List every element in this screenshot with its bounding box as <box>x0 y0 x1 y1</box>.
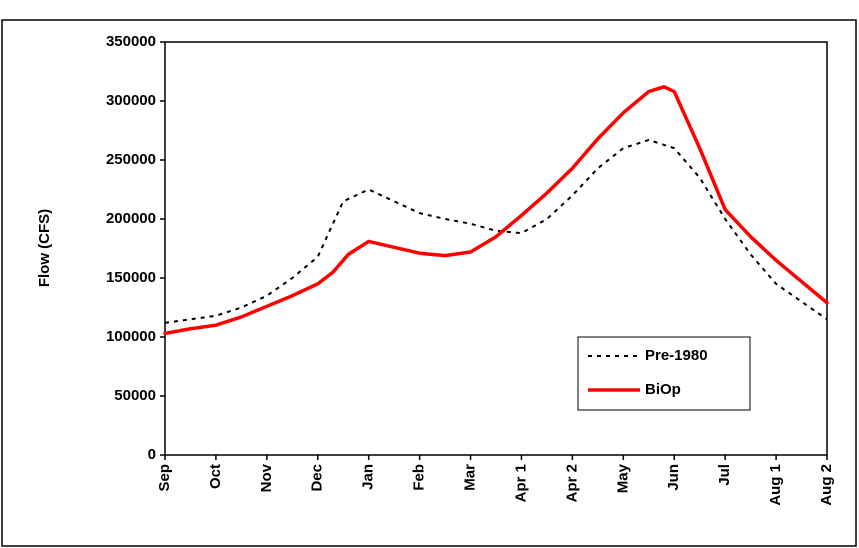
y-tick-label: 50000 <box>114 387 156 404</box>
legend-label: Pre-1980 <box>645 347 708 364</box>
legend <box>577 336 751 411</box>
x-tick-label: Sep <box>156 464 173 492</box>
y-tick-label: 150000 <box>106 269 156 286</box>
x-tick-label: Jun <box>665 464 682 491</box>
x-tick-label: Feb <box>411 464 428 491</box>
x-tick-label: Aug 2 <box>818 464 835 506</box>
x-tick-label: May <box>614 463 631 493</box>
y-tick-label: 100000 <box>106 328 156 345</box>
y-tick-label: 250000 <box>106 151 156 168</box>
legend-label: BiOp <box>645 381 681 398</box>
series-line <box>164 138 828 324</box>
x-tick-label: Jul <box>716 464 733 486</box>
y-tick-label: 200000 <box>106 210 156 227</box>
x-tick-label: Oct <box>207 464 224 489</box>
y-tick-label: 300000 <box>106 92 156 109</box>
x-tick-label: Nov <box>258 463 275 492</box>
x-tick-label: Apr 2 <box>563 464 580 502</box>
chart-border <box>1 19 857 547</box>
x-tick-label: Dec <box>309 464 326 492</box>
y-tick-label: 350000 <box>106 33 156 50</box>
x-tick-label: Apr 1 <box>512 464 529 502</box>
x-tick-label: Mar <box>462 464 479 491</box>
plot-area <box>164 41 828 456</box>
series-line <box>163 85 829 336</box>
y-axis-label: Flow (CFS) <box>36 209 53 287</box>
x-tick-label: Jan <box>360 464 377 490</box>
x-tick-label: Aug 1 <box>767 464 784 506</box>
y-tick-label: 0 <box>148 446 156 463</box>
